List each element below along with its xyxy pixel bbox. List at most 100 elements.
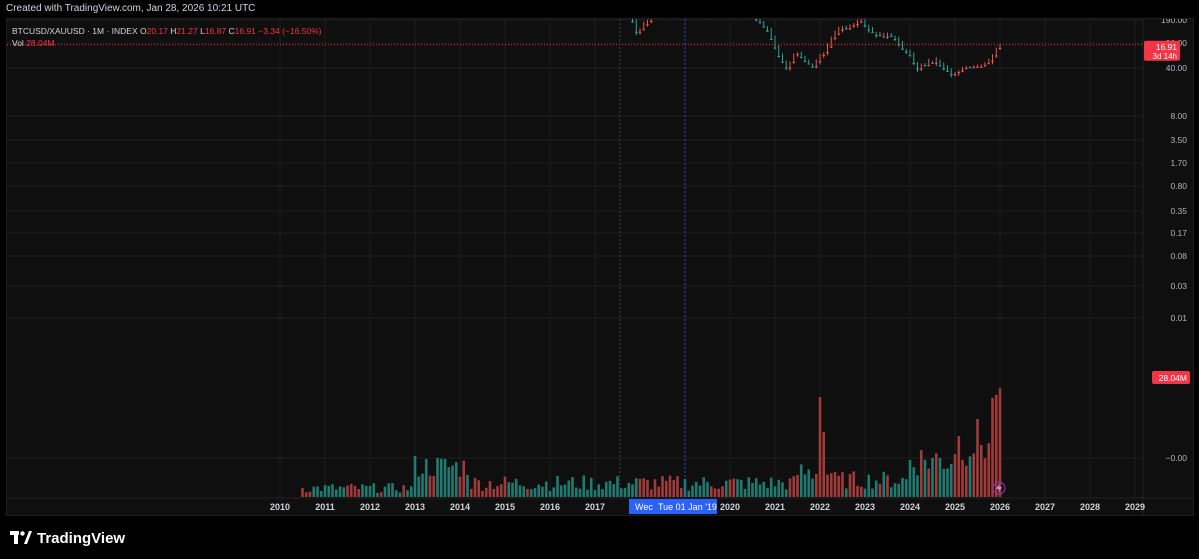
volume-bar xyxy=(807,469,811,497)
candle xyxy=(976,66,979,68)
candle xyxy=(856,23,859,25)
candle xyxy=(818,61,822,63)
volume-bar xyxy=(874,480,878,497)
volume-bar xyxy=(653,479,657,497)
candle xyxy=(833,37,837,39)
volume-bar xyxy=(724,480,728,497)
chart-pane[interactable]: 190.0090.0040.008.003.501.700.800.350.17… xyxy=(6,18,1194,516)
candle xyxy=(972,67,976,69)
volume-bar xyxy=(781,482,784,497)
candle xyxy=(874,35,878,37)
x-tick-label: 2029 xyxy=(1125,502,1145,512)
x-tick-label: 2027 xyxy=(1035,502,1055,512)
volume-bar xyxy=(439,458,443,497)
crosshair-date-label-bg xyxy=(629,499,717,514)
volume-bar xyxy=(492,489,496,497)
candle xyxy=(773,47,777,49)
candle xyxy=(863,25,867,27)
volume-bar xyxy=(372,483,376,497)
volume-bar xyxy=(308,491,312,497)
volume-bar xyxy=(841,472,844,497)
volume-bar xyxy=(466,474,469,497)
volume-bar xyxy=(829,473,833,497)
candle xyxy=(871,32,874,34)
volume-bar xyxy=(368,485,372,497)
volume-bar xyxy=(908,459,912,497)
volume-bar xyxy=(436,457,439,497)
volume-bar xyxy=(946,468,949,497)
volume-bar xyxy=(811,478,814,497)
volume-bar xyxy=(496,486,499,497)
y-tick-label: 8.00 xyxy=(1170,111,1187,121)
volume-bar xyxy=(379,492,383,497)
y-tick-label: 0.01 xyxy=(1170,313,1187,323)
candle xyxy=(964,67,968,69)
volume-bar xyxy=(728,479,732,497)
volume-bar xyxy=(766,488,769,497)
candle xyxy=(796,54,799,56)
candle xyxy=(758,22,762,24)
volume-bar xyxy=(901,477,904,497)
volume-bar xyxy=(788,478,792,497)
x-tick-label: 2016 xyxy=(540,502,560,512)
candle xyxy=(889,35,893,37)
volume-bar xyxy=(428,475,432,497)
candle xyxy=(649,21,653,23)
volume-bar xyxy=(417,476,421,497)
volume-bar xyxy=(649,489,653,497)
volume-bar xyxy=(357,489,361,497)
volume-bar xyxy=(698,485,702,497)
last-price-tag-value: 16.91 xyxy=(1156,42,1178,52)
volume-bar xyxy=(319,491,323,497)
volume-bar xyxy=(796,474,799,497)
candle xyxy=(799,57,803,59)
volume-bar xyxy=(526,489,529,497)
candle xyxy=(916,68,919,70)
volume-bar xyxy=(432,476,436,497)
volume-bar xyxy=(912,467,916,497)
x-tick-label: 2020 xyxy=(720,502,740,512)
volume-bar xyxy=(859,486,863,497)
volume-bar xyxy=(679,488,683,497)
candle xyxy=(631,21,634,23)
volume-bar xyxy=(713,488,717,497)
volume-bar xyxy=(837,475,841,497)
volume-bar xyxy=(942,468,946,497)
volume-bar xyxy=(889,487,893,497)
volume-bar xyxy=(612,484,616,497)
crosshair-partial-label: Wec xyxy=(635,502,653,512)
volume-tag xyxy=(1152,371,1190,384)
volume-bar xyxy=(983,458,987,497)
volume-bar xyxy=(886,475,889,497)
candle xyxy=(923,65,927,67)
x-tick-label: 2024 xyxy=(900,502,920,512)
volume-bar xyxy=(364,485,368,497)
legend-high-value: 21.27 xyxy=(176,26,198,36)
volume-bar xyxy=(784,489,788,497)
volume-bar xyxy=(518,485,522,497)
volume-bar xyxy=(556,475,559,497)
volume-bar xyxy=(972,453,976,497)
candle xyxy=(792,61,796,63)
volume-bar xyxy=(488,481,492,497)
candle xyxy=(814,66,818,68)
volume-bar xyxy=(732,478,736,497)
candle xyxy=(837,33,841,35)
volume-bar xyxy=(893,483,897,497)
volume-bar xyxy=(687,490,691,497)
price-chart[interactable]: 190.0090.0040.008.003.501.700.800.350.17… xyxy=(7,19,1193,515)
volume-bar xyxy=(751,482,754,497)
candle xyxy=(949,74,953,76)
volume-bar xyxy=(953,454,957,497)
candle xyxy=(634,31,638,33)
volume-bar xyxy=(323,485,327,497)
volume-bar xyxy=(979,444,983,497)
volume-bar xyxy=(559,485,563,497)
candle xyxy=(807,63,811,65)
candle xyxy=(983,64,987,66)
volume-bar xyxy=(676,476,679,497)
volume-bar xyxy=(964,465,968,497)
legend-open-label: O xyxy=(140,26,147,36)
volume-bar xyxy=(342,487,346,497)
candle xyxy=(934,62,938,64)
